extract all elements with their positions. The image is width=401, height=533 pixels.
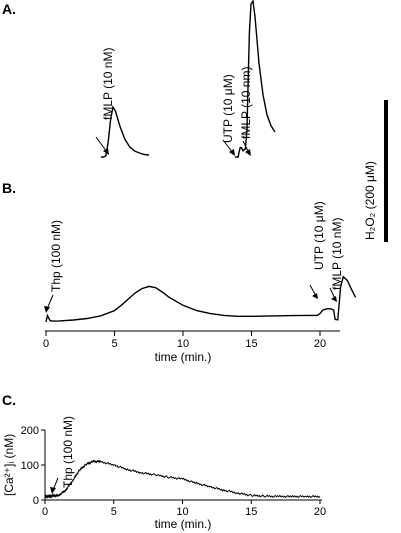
panel-a-trace-2-line [235, 0, 276, 158]
arrow-shaft [309, 284, 317, 297]
panel-b-x-tick-label: 15 [245, 338, 257, 350]
panel-c-x-tick-label: 20 [314, 506, 326, 518]
panel-b-x-tick-label: 5 [111, 338, 117, 350]
panel-b-x-tick-label: 20 [314, 338, 326, 350]
panel-c-y-axis-label-group: [Ca²⁺]ᵢ (nM) [2, 434, 16, 496]
panel-c-annotation-thp: Thp (100 nM) [61, 416, 75, 488]
panel-a: A. fMLP (10 nM) UTP (10 μM) fMLP (10 nm)… [2, 0, 388, 242]
panel-b-trace [45, 275, 357, 323]
panel-a-trace-2 [235, 0, 276, 158]
panel-a-annotation-fmlp-2: fMLP (10 nm) [239, 67, 253, 139]
panel-c-trace-line [44, 459, 321, 499]
panel-b-x-tick-label: 10 [177, 338, 189, 350]
panel-b-x-axis-label: time (min.) [155, 350, 212, 364]
arrow-shaft [95, 136, 108, 153]
panel-a-annotation-utp: UTP (10 μM) [221, 74, 235, 143]
panel-b: B. 0 5 10 15 20 time (min.) Thp (100 nM) UTP… [2, 180, 357, 364]
scale-bar-label: H₂O₂ (200 μM) [363, 161, 377, 240]
panel-c-y-tick-label: 100 [21, 460, 39, 472]
panel-a-annotation-1-group: fMLP (10 nM) [101, 48, 115, 120]
panel-a-annotation-2-group: UTP (10 μM) [221, 74, 235, 143]
panel-b-trace-line [45, 275, 357, 323]
arrow-head [44, 306, 50, 313]
panel-a-trace-1 [101, 105, 150, 158]
panel-c: C. 0 5 10 15 20 0 100 200 time (min.) [Ca²⁺]ᵢ … [2, 392, 326, 531]
panel-b-annotation-fmlp: fMLP (10 nM) [330, 218, 344, 290]
arrow-head [50, 487, 56, 494]
panel-b-x-tick-label: 0 [43, 338, 49, 350]
panel-b-label: B. [2, 180, 16, 196]
panel-c-label: C. [2, 392, 16, 408]
panel-c-y-tick-label: 0 [33, 495, 39, 507]
panel-c-x-ticks: 0 5 10 15 20 [42, 500, 326, 518]
panel-b-annotation-utp: UTP (10 μM) [312, 201, 326, 270]
panel-c-y-ticks: 0 100 200 [21, 425, 45, 507]
panel-a-trace-1-line [101, 105, 150, 158]
arrow-head [103, 148, 109, 155]
panel-c-x-tick-label: 10 [176, 506, 188, 518]
arrow-head [229, 149, 235, 156]
panel-c-x-tick-label: 5 [111, 506, 117, 518]
scale-bar-label-group: H₂O₂ (200 μM) [363, 161, 377, 240]
panel-b-annotation-thp: Thp (100 nM) [49, 220, 63, 292]
panel-b-annotation-utp-group: UTP (10 μM) [312, 201, 326, 270]
panel-b-annotation-fmlp-group: fMLP (10 nM) [330, 218, 344, 290]
scale-bar [384, 100, 388, 242]
panel-a-label: A. [2, 1, 16, 17]
panel-c-y-axis-label: [Ca²⁺]ᵢ (nM) [2, 434, 16, 496]
arrow-head [245, 149, 251, 156]
panel-a-annotation-fmlp-1: fMLP (10 nM) [101, 48, 115, 120]
panel-a-annotation-3-group: fMLP (10 nm) [239, 67, 253, 139]
arrow-head [331, 296, 337, 302]
panel-c-x-tick-label: 0 [42, 506, 48, 518]
arrow-head [312, 293, 318, 299]
panel-c-trace [44, 459, 321, 499]
panel-c-x-tick-label: 15 [245, 506, 257, 518]
panel-b-annotation-thp-group: Thp (100 nM) [49, 220, 63, 292]
panel-c-x-axis-label: time (min.) [155, 517, 212, 531]
panel-c-annotation-thp-group: Thp (100 nM) [61, 416, 75, 488]
panel-b-x-ticks: 0 5 10 15 20 [43, 331, 326, 350]
panel-c-y-tick-label: 200 [21, 425, 39, 437]
arrow-shaft [46, 294, 54, 310]
